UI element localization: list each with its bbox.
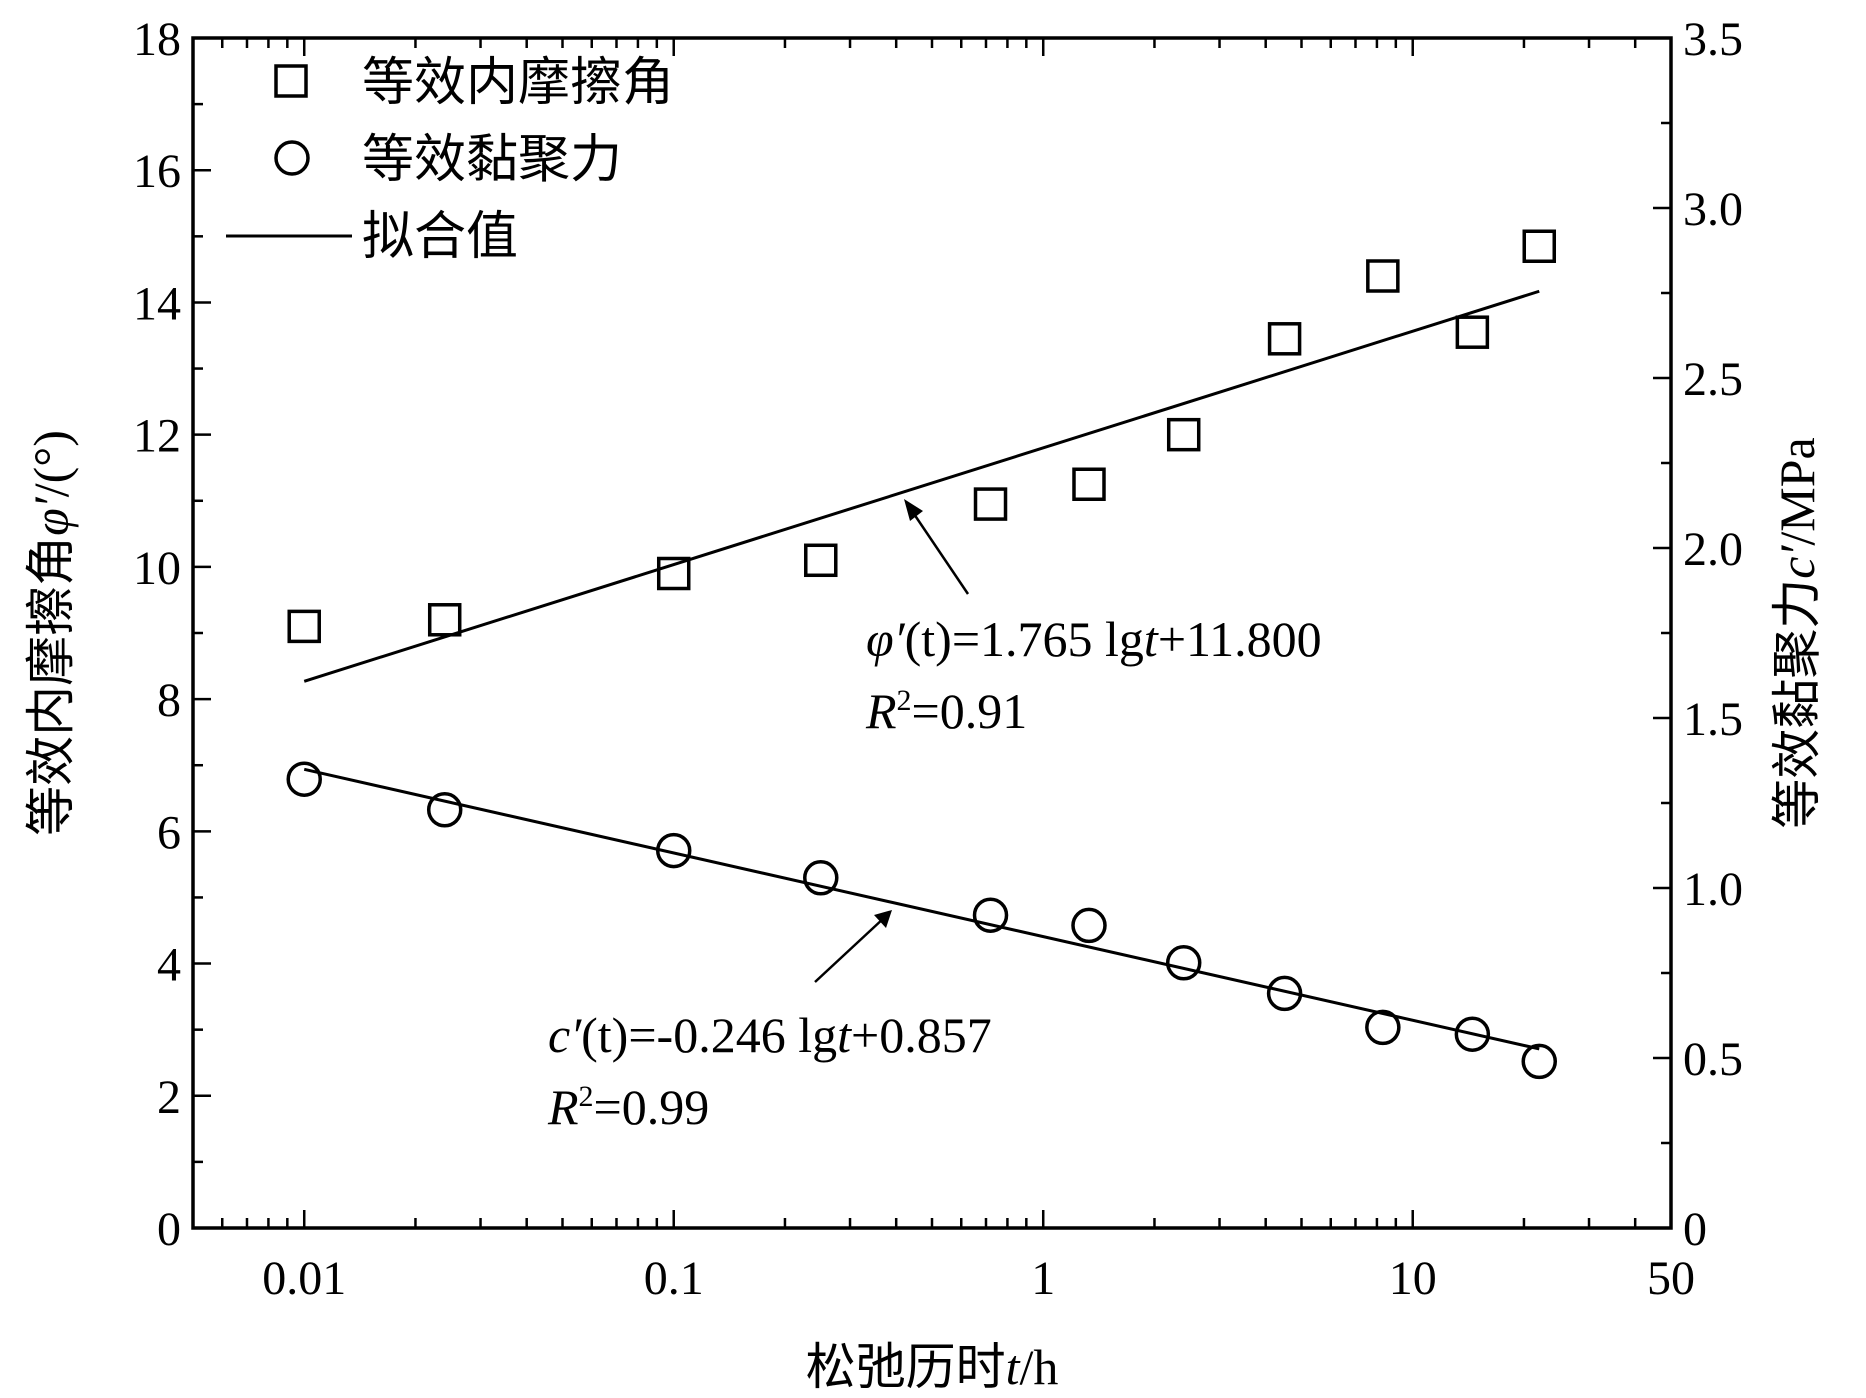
cohesion-point bbox=[1165, 945, 1202, 981]
y-left-tick-label: 14 bbox=[133, 277, 181, 330]
annotation-arrows bbox=[814, 499, 970, 983]
y-right-tick-label: 2.5 bbox=[1683, 353, 1743, 406]
y-left-tick-label: 0 bbox=[157, 1203, 181, 1256]
x-tick-label: 0.01 bbox=[262, 1252, 346, 1305]
y-left-tick-label: 2 bbox=[157, 1071, 181, 1124]
friction-point bbox=[1455, 315, 1490, 349]
y-left-tick-label: 8 bbox=[157, 674, 181, 727]
friction-point bbox=[804, 543, 838, 578]
legend-cohesion-label: 等效黏聚力 bbox=[362, 132, 622, 189]
markers bbox=[286, 229, 1558, 1080]
y-right-tick-label: 3.5 bbox=[1683, 13, 1743, 66]
cohesion-point bbox=[655, 832, 692, 869]
friction-arrowhead bbox=[904, 499, 923, 521]
friction-r-squared: R2=0.91 bbox=[865, 683, 1027, 739]
cohesion-point bbox=[803, 860, 839, 896]
cohesion-fit-equation: c′(t)=-0.246 lgt+0.857 bbox=[548, 1007, 992, 1063]
legend-square-marker bbox=[274, 64, 308, 98]
ticks bbox=[191, 36, 1673, 1230]
x-tick-label: 1 bbox=[1031, 1252, 1055, 1305]
cohesion-point bbox=[1266, 975, 1303, 1012]
y-right-axis-title: 等效黏聚力c′/MPa bbox=[1769, 437, 1825, 829]
x-tick-label: 50 bbox=[1647, 1252, 1695, 1305]
cohesion-point bbox=[1521, 1043, 1558, 1080]
cohesion-r-squared: R2=0.99 bbox=[547, 1079, 709, 1135]
cohesion-point bbox=[286, 761, 322, 797]
friction-arrow bbox=[908, 507, 970, 595]
legend-fit-label: 拟合值 bbox=[362, 209, 518, 266]
legend-friction-label: 等效内摩擦角 bbox=[362, 55, 674, 112]
friction-fit-line bbox=[303, 289, 1540, 683]
y-right-tick-label: 0 bbox=[1683, 1203, 1707, 1256]
cohesion-point bbox=[1071, 907, 1107, 944]
y-left-tick-label: 18 bbox=[133, 13, 181, 66]
x-tick-label: 10 bbox=[1389, 1252, 1437, 1305]
y-right-tick-label: 1.0 bbox=[1683, 863, 1743, 916]
cohesion-arrowhead bbox=[874, 910, 892, 928]
cohesion-point bbox=[1365, 1009, 1401, 1046]
friction-point bbox=[1522, 229, 1557, 263]
tick-labels: 0.01 0.1 1 10 5002468101214161800.51.01.52.0… bbox=[133, 13, 1743, 1305]
y-left-axis-title: 等效内摩擦角φ′/(°) bbox=[23, 430, 79, 836]
friction-point bbox=[427, 603, 462, 637]
fit-lines bbox=[303, 289, 1540, 1051]
legend-circle-marker bbox=[274, 140, 310, 176]
friction-point bbox=[287, 609, 321, 644]
cohesion-point bbox=[1454, 1016, 1491, 1052]
y-left-tick-label: 12 bbox=[133, 410, 181, 463]
friction-fit-equation: φ′(t)=1.765 lgt+11.800 bbox=[866, 611, 1322, 667]
cohesion-arrow bbox=[814, 916, 886, 983]
y-left-tick-label: 6 bbox=[157, 806, 181, 859]
cohesion-point bbox=[426, 792, 463, 828]
y-left-tick-label: 4 bbox=[157, 939, 181, 992]
x-axis-title: 松弛历时t/h bbox=[806, 1339, 1059, 1395]
cohesion-fit-line bbox=[303, 767, 1540, 1051]
y-left-tick-label: 16 bbox=[133, 145, 181, 198]
y-right-tick-label: 3.0 bbox=[1683, 183, 1743, 236]
friction-point bbox=[1072, 467, 1106, 501]
y-left-tick-label: 10 bbox=[133, 542, 181, 595]
friction-point bbox=[1166, 417, 1201, 452]
cohesion-point bbox=[972, 897, 1009, 933]
y-right-tick-label: 1.5 bbox=[1683, 693, 1743, 746]
friction-point bbox=[1366, 259, 1400, 293]
y-right-tick-label: 0.5 bbox=[1683, 1033, 1743, 1086]
friction-point bbox=[1267, 322, 1302, 356]
friction-point bbox=[656, 556, 691, 591]
legend: 等效内摩擦角 等效黏聚力 拟合值 bbox=[226, 55, 674, 266]
friction-point bbox=[973, 487, 1008, 521]
x-tick-label: 0.1 bbox=[644, 1252, 704, 1305]
y-right-tick-label: 2.0 bbox=[1683, 523, 1743, 576]
